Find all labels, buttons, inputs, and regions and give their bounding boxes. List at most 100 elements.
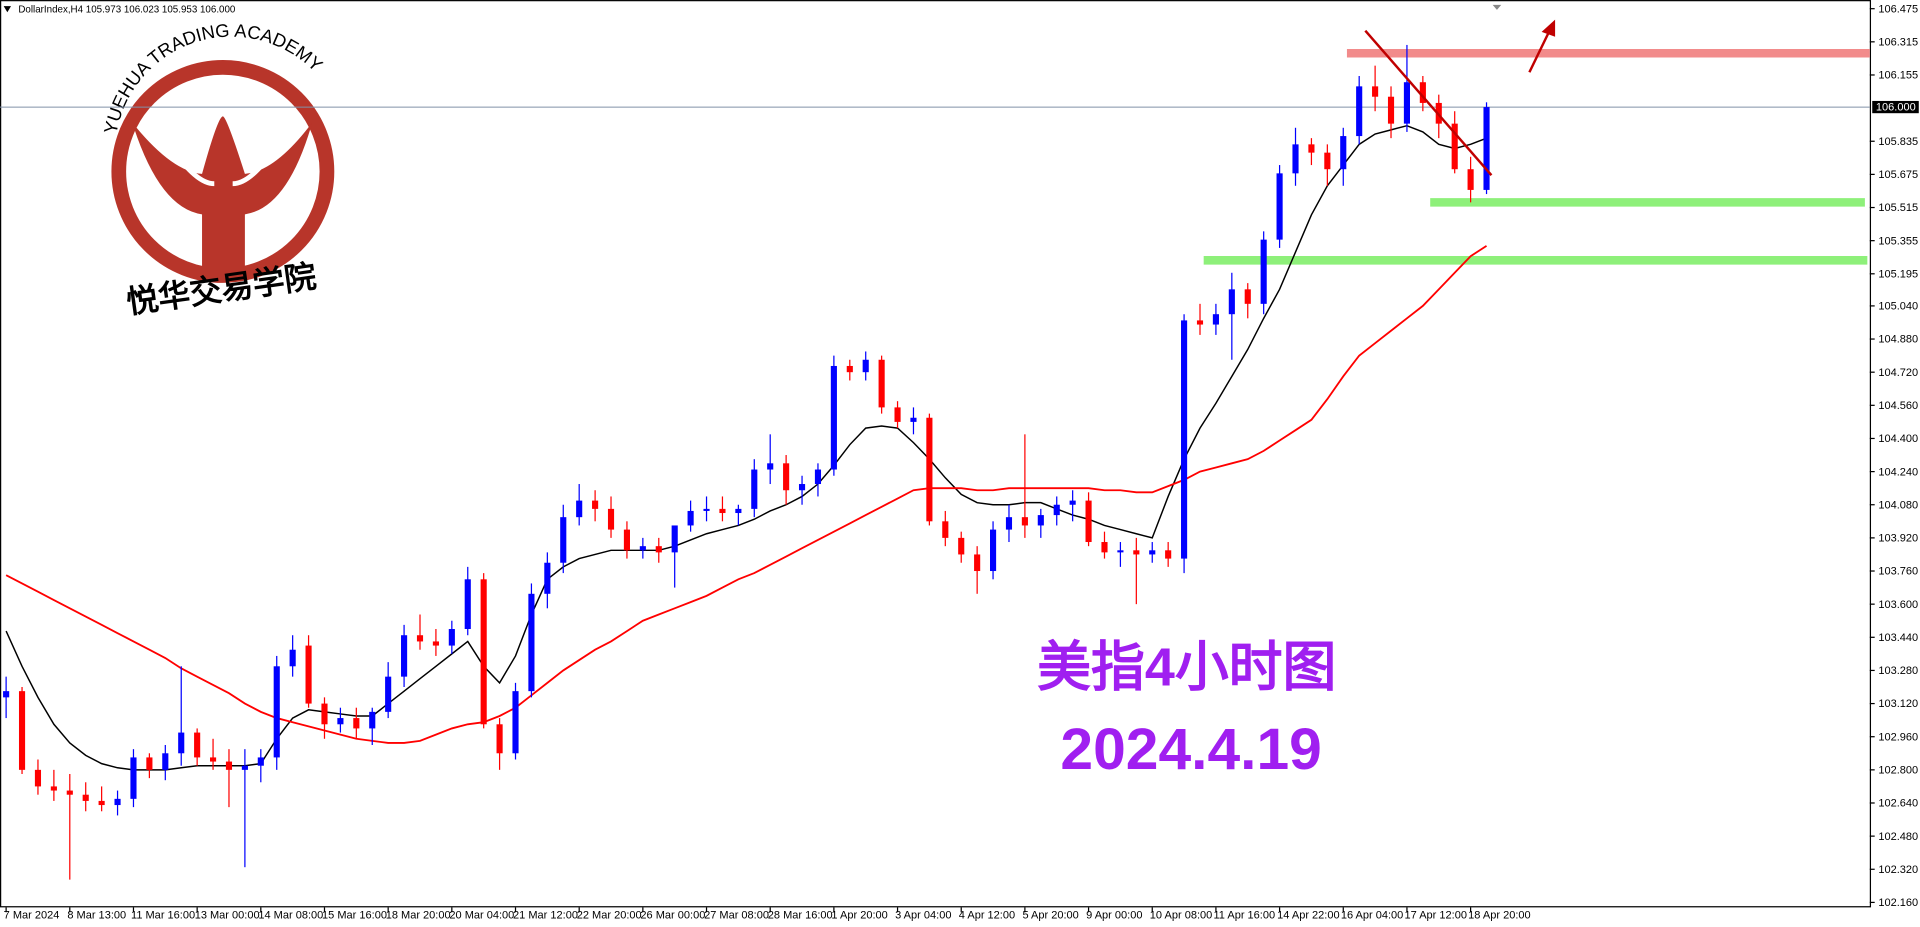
candle-body	[66, 790, 73, 795]
y-tick-label: 105.835	[1878, 136, 1918, 148]
logo-mark	[132, 116, 313, 276]
x-tick-label: 4 Apr 12:00	[959, 909, 1015, 921]
candle-body	[942, 521, 949, 538]
y-tick-label: 104.880	[1878, 334, 1918, 346]
candle-body	[50, 786, 57, 791]
candle-body	[544, 562, 551, 594]
candle-body	[1053, 504, 1060, 516]
y-tick-label: 102.160	[1878, 897, 1918, 909]
x-tick-label: 5 Apr 20:00	[1022, 909, 1078, 921]
candle-body	[241, 765, 248, 770]
menu-arrow	[3, 6, 12, 13]
candle-body	[1181, 320, 1188, 559]
chart-layer: 106.475 106.315 106.155 105.835 105.675 105.5…	[0, 3, 1919, 921]
candle-body	[655, 546, 662, 553]
candle-body	[1037, 515, 1044, 526]
y-tick-label: 104.720	[1878, 367, 1918, 379]
x-tick-label: 11 Apr 16:00	[1213, 909, 1275, 921]
y-tick-label: 104.560	[1878, 400, 1918, 412]
candle-body	[1133, 550, 1140, 555]
x-tick-label: 15 Mar 16:00	[322, 909, 387, 921]
candle-body	[592, 500, 599, 509]
candle-body	[639, 546, 646, 551]
moving-average	[5, 245, 1488, 744]
candle-body	[607, 508, 615, 530]
candle-body	[385, 676, 392, 712]
x-tick-label: 9 Apr 00:00	[1086, 909, 1142, 921]
candle-body	[225, 761, 233, 770]
x-tick-label: 20 Mar 04:00	[449, 909, 514, 921]
candle-body	[130, 757, 137, 799]
candle-body	[1117, 550, 1124, 553]
x-tick-label: 26 Mar 00:00	[640, 909, 705, 921]
y-tick-label: 105.355	[1878, 235, 1918, 247]
x-tick-label: 27 Mar 08:00	[704, 909, 769, 921]
moving-average	[5, 124, 1487, 771]
candle-body	[480, 579, 487, 725]
candle-body	[1419, 82, 1426, 103]
symbol-info: DollarIndex,H4 105.973 106.023 105.953 1…	[18, 4, 236, 15]
candle-body	[1212, 314, 1219, 325]
candle-body	[1324, 152, 1331, 170]
x-tick-label: 17 Apr 12:00	[1404, 909, 1466, 921]
annotation-title: 美指4小时图	[1037, 638, 1336, 698]
candle-body	[798, 484, 806, 491]
candle-body	[751, 469, 758, 509]
plot-frame	[0, 0, 1872, 908]
y-tick-label: 102.320	[1878, 864, 1918, 876]
candle-body	[369, 711, 376, 729]
candle-body	[34, 769, 42, 787]
candle-body	[958, 537, 965, 555]
candle-body	[289, 649, 296, 667]
candle-body	[1356, 86, 1363, 137]
y-tick-label: 102.800	[1878, 765, 1918, 777]
candle-body	[671, 525, 678, 553]
candle-body	[3, 691, 10, 698]
candle-body	[1021, 517, 1028, 526]
candle-body	[305, 645, 312, 704]
candle-body	[273, 666, 280, 758]
current-price-box	[1872, 100, 1919, 114]
y-tick-label: 106.475	[1878, 3, 1918, 15]
y-tick-label: 102.480	[1878, 831, 1918, 843]
candle-body	[432, 641, 439, 646]
trend-line	[1364, 29, 1493, 176]
candle-body	[1451, 123, 1458, 170]
candle-body	[337, 718, 344, 725]
candle-body	[894, 407, 901, 422]
candle-body	[1372, 86, 1379, 97]
x-tick-label: 14 Mar 08:00	[258, 909, 323, 921]
candle-body	[528, 593, 535, 692]
y-tick-label: 106.315	[1878, 37, 1918, 49]
candle-body	[257, 757, 264, 766]
candle-body	[974, 554, 981, 572]
y-tick-label: 105.675	[1878, 169, 1918, 181]
y-tick-label: 104.080	[1878, 499, 1918, 511]
y-tick-label: 103.280	[1878, 665, 1918, 677]
candle-body	[496, 724, 503, 754]
candle-body	[1340, 136, 1347, 170]
y-tick-label: 103.120	[1878, 698, 1918, 710]
x-tick-label: 18 Mar 20:00	[386, 909, 451, 921]
x-tick-label: 14 Apr 22:00	[1277, 909, 1339, 921]
y-tick-label: 105.195	[1878, 268, 1918, 280]
candle-body	[1228, 289, 1235, 315]
logo-detail	[169, 145, 278, 187]
x-tick-label: 18 Apr 20:00	[1468, 909, 1530, 921]
y-tick-label: 103.600	[1878, 599, 1918, 611]
y-tick-label: 106.155	[1878, 70, 1918, 82]
current-price-label: 106.000	[1876, 102, 1916, 114]
x-tick-label: 22 Mar 20:00	[577, 909, 642, 921]
y-tick-label: 103.440	[1878, 632, 1918, 644]
candle-body	[846, 365, 853, 373]
candle-body	[703, 508, 710, 511]
x-tick-label: 11 Mar 16:00	[131, 909, 195, 921]
candle-body	[178, 732, 185, 754]
candle-body	[448, 629, 455, 646]
arrow-head	[1541, 19, 1556, 37]
y-tick-label: 103.920	[1878, 533, 1918, 545]
candle-body	[1483, 107, 1490, 190]
